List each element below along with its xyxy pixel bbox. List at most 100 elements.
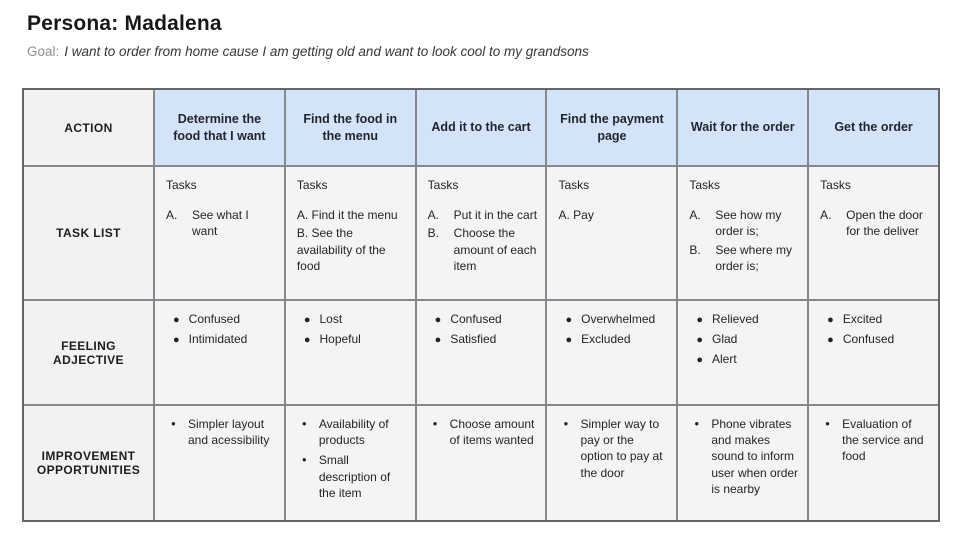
- task-cell: Tasks A. Find it the menu B. See the avail…: [285, 167, 415, 299]
- task-item: B. See the availability of the food: [296, 226, 386, 273]
- feeling-item: ● Confused: [166, 311, 276, 328]
- task-cell: Tasks A. Open the door for the deliver: [809, 167, 938, 299]
- row-label-task-list: TASK LIST: [24, 167, 153, 299]
- feeling-item: ● Confused: [820, 331, 930, 348]
- feeling-item: ● Excluded: [558, 331, 668, 348]
- feeling-item: ● Confused: [428, 311, 538, 328]
- tasks-title: Tasks: [689, 178, 721, 192]
- bullet-icon: ●: [694, 419, 700, 428]
- feeling-item: ● Overwhelmed: [558, 311, 668, 328]
- tasks-title: Tasks: [296, 178, 328, 192]
- bullet-icon: ●: [434, 333, 442, 346]
- improvement-item: ● Phone vibrates and makes sound to infor…: [689, 416, 799, 497]
- task-item: A. Open the door for the deliver: [820, 207, 930, 239]
- feeling-item: ● Alert: [689, 351, 799, 368]
- improvement-item: ● Choose amount of items wanted: [428, 416, 538, 448]
- feeling-text: Lost: [319, 312, 343, 326]
- action-header: Determine the food that I want: [155, 90, 284, 165]
- improvement-text: Evaluation of the service and food: [842, 417, 924, 464]
- improvement-cell: ● Evaluation of the service and food: [809, 406, 938, 520]
- improvement-cell: ● Phone vibrates and makes sound to infor…: [678, 406, 808, 520]
- improvement-item: ● Evaluation of the service and food: [820, 416, 930, 465]
- improvement-text: Availability of products: [318, 417, 389, 448]
- bullet-icon: ●: [434, 314, 442, 326]
- improvement-item: ● Small description of the item: [297, 452, 407, 501]
- feeling-item: ● Hopeful: [297, 331, 407, 348]
- improvement-cell: ● Simpler way to pay or the option to pay…: [547, 406, 677, 520]
- row-label-improvement-opportunities: IMPROVEMENT OPPORTUNITIES: [24, 406, 153, 520]
- improvement-cell: ● Choose amount of items wanted: [416, 406, 546, 520]
- journey-table: ACTION TASK LIST FEELING ADJECTIVE IMPRO…: [22, 88, 940, 522]
- improvement-text: Small description of the item: [318, 453, 391, 500]
- task-item-letter: A.: [689, 208, 701, 223]
- task-list: A. Put it in the cart B. Choose the amount …: [428, 207, 538, 274]
- bullet-icon: ●: [696, 353, 703, 366]
- bullet-icon: ●: [827, 314, 834, 326]
- feeling-item: ● Excited: [820, 311, 930, 328]
- task-list: A. Find it the menu B. See the availabili…: [297, 207, 407, 274]
- feeling-text: Confused: [842, 331, 895, 346]
- task-list: A. Open the door for the deliver: [820, 207, 930, 239]
- task-cell: Tasks A. See what I want: [155, 167, 284, 299]
- feeling-text: Hopeful: [319, 331, 361, 346]
- bullet-icon: ●: [696, 314, 703, 326]
- bullet-icon: ●: [827, 333, 834, 346]
- feeling-cell: ● Excited ● Confused: [809, 301, 938, 404]
- feeling-text: Intimidated: [188, 331, 248, 346]
- task-item: A. Pay: [558, 208, 594, 223]
- task-item-letter: B.: [689, 242, 701, 257]
- improvement-cell: ● Simpler layout and acessibility: [155, 406, 284, 520]
- task-item-text: See what I want: [192, 208, 249, 239]
- feeling-cell: ● Overwhelmed ● Excluded: [547, 301, 677, 404]
- improvement-item: ● Availability of products: [297, 416, 407, 448]
- bullet-icon: ●: [565, 314, 573, 326]
- feeling-text: Alert: [711, 351, 737, 366]
- bullet-icon: ●: [301, 455, 307, 465]
- task-item: A. See how my order is;: [689, 207, 799, 239]
- tasks-title: Tasks: [820, 178, 851, 192]
- task-list: A. See how my order is; B. See where my ord…: [689, 207, 799, 274]
- task-item: A. Put it in the cart: [428, 207, 538, 223]
- feeling-text: Excited: [842, 312, 883, 326]
- goal-label: Goal:: [27, 44, 60, 59]
- bullet-icon: ●: [303, 314, 311, 326]
- row-label-feeling-adjective: FEELING ADJECTIVE: [24, 301, 153, 404]
- bullet-icon: ●: [432, 419, 438, 428]
- bullet-icon: ●: [171, 419, 176, 428]
- bullet-icon: ●: [173, 314, 180, 326]
- task-item-text: Open the door for the deliver: [846, 208, 923, 239]
- feeling-cell: ● Lost ● Hopeful: [285, 301, 415, 404]
- tasks-title: Tasks: [427, 178, 459, 192]
- task-item: B. Choose the amount of each item: [428, 225, 538, 274]
- tasks-title: Tasks: [558, 178, 590, 192]
- feeling-item: ● Intimidated: [166, 331, 276, 348]
- goal-text: I want to order from home cause I am get…: [64, 44, 589, 59]
- improvement-cell: ● Availability of products ● Small descript…: [285, 406, 415, 520]
- improvement-text: Simpler way to pay or the option to pay …: [580, 417, 663, 480]
- task-item-text: Put it in the cart: [453, 208, 538, 223]
- task-cell: Tasks A. See how my order is; B. See where m…: [678, 167, 808, 299]
- feeling-item: ● Relieved: [689, 311, 799, 328]
- task-list: A. Pay: [558, 207, 668, 223]
- bullet-icon: ●: [301, 419, 307, 428]
- feeling-text: Confused: [450, 312, 502, 326]
- task-item-text: See how my order is;: [715, 208, 782, 239]
- page-title: Persona: Madalena: [27, 12, 222, 35]
- feeling-text: Excluded: [581, 331, 631, 346]
- improvement-text: Choose amount of items wanted: [449, 417, 535, 448]
- goal-line: Goal: I want to order from home cause I a…: [27, 44, 589, 60]
- bullet-icon: ●: [563, 419, 569, 428]
- feeling-text: Satisfied: [450, 331, 497, 346]
- task-item: A. Find it the menu: [296, 208, 398, 223]
- feeling-item: ● Satisfied: [428, 331, 538, 348]
- improvement-text: Phone vibrates and makes sound to inform…: [711, 417, 799, 496]
- feeling-item: ● Glad: [689, 331, 799, 348]
- task-item-letter: B.: [427, 226, 439, 241]
- bullet-icon: ●: [825, 419, 830, 428]
- task-item: A. See what I want: [166, 207, 276, 239]
- task-list: A. See what I want: [166, 207, 276, 239]
- task-item: B. See where my order is;: [689, 242, 799, 274]
- action-header: Add it to the cart: [416, 90, 546, 165]
- feeling-text: Confused: [188, 312, 241, 326]
